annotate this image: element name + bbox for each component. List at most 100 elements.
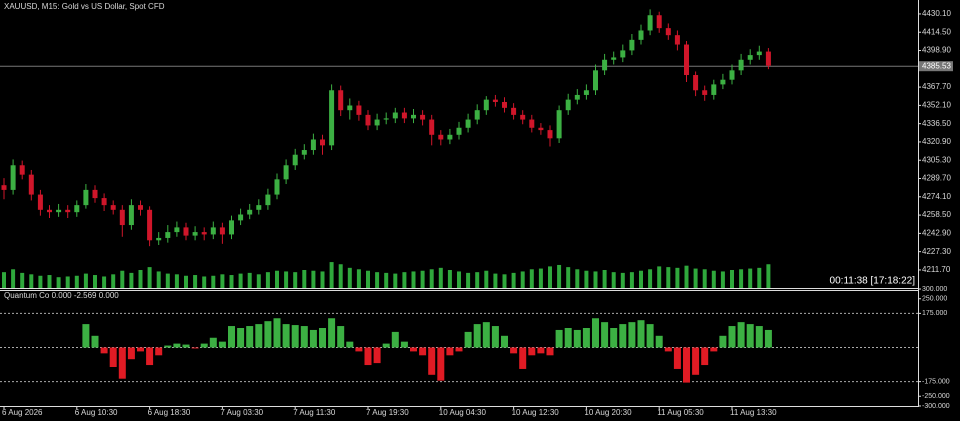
candle-body: [210, 227, 216, 235]
candle-body: [65, 209, 71, 213]
volume-bar: [620, 272, 625, 288]
volume-bar: [457, 271, 461, 288]
volume-bar: [120, 270, 125, 288]
y-tick-label: 4258.50: [922, 210, 951, 219]
histogram-bar: [282, 324, 290, 348]
candle-body: [356, 105, 362, 115]
y-tick-label: 4336.50: [922, 119, 951, 128]
volume-bar: [447, 270, 452, 288]
histogram-bar: [164, 345, 172, 348]
histogram-bar: [628, 322, 636, 348]
y-tick-label: 175.000: [922, 310, 947, 317]
candle-body: [101, 198, 107, 206]
x-tick-label: 10 Aug 04:30: [439, 408, 487, 417]
x-tick-label: 11 Aug 05:30: [657, 408, 704, 417]
histogram-bar: [746, 324, 754, 348]
candle-body: [392, 112, 398, 119]
volume-bar: [611, 272, 616, 288]
histogram-bar: [246, 326, 254, 348]
candle-body: [383, 118, 389, 120]
volume-bar: [693, 268, 698, 288]
histogram-bar: [582, 328, 590, 348]
volume-bar: [766, 264, 771, 288]
candle-body: [301, 150, 307, 155]
candle-body: [520, 114, 526, 120]
volume-bar: [684, 265, 689, 288]
candle-body: [119, 209, 125, 226]
candle-body: [556, 110, 562, 139]
histogram-bar: [692, 347, 700, 375]
candle-body: [310, 139, 316, 151]
volume-bar: [748, 268, 753, 288]
volume-bar: [366, 270, 370, 288]
candle-body: [256, 205, 262, 210]
histogram-bar: [673, 347, 681, 369]
candle-body: [265, 194, 271, 206]
histogram-bar: [573, 329, 581, 348]
candle-body: [674, 35, 680, 45]
timer: 00:11:38 [17:18:22]: [830, 276, 916, 287]
histogram-bar: [237, 328, 245, 348]
candle-body: [420, 114, 426, 120]
candle-body: [529, 119, 535, 128]
histogram-bar: [137, 347, 144, 352]
candle-body: [765, 51, 771, 66]
y-tick-label: -300.000: [922, 403, 950, 410]
candle-body: [238, 214, 244, 221]
candle-body: [374, 119, 380, 126]
volume-bar: [265, 272, 270, 288]
histogram-bar: [737, 322, 745, 348]
candle-body: [147, 209, 153, 241]
x-tick-label: 6 Aug 18:30: [148, 408, 191, 417]
candle-body: [738, 59, 744, 71]
volume-bar: [438, 267, 443, 288]
histogram-bar: [118, 347, 126, 379]
histogram-bar: [364, 347, 372, 366]
candle-body: [219, 227, 225, 235]
candle-body: [429, 119, 435, 135]
candle-body: [593, 70, 598, 91]
volume-bar: [629, 272, 634, 288]
histogram-bar: [755, 326, 763, 348]
histogram-bar: [209, 337, 217, 348]
volume-bar: [538, 268, 543, 288]
histogram-bar: [109, 347, 117, 367]
candle-body: [711, 84, 717, 95]
candle-body: [1, 185, 7, 190]
volume-bar: [47, 275, 52, 288]
candle-body: [329, 90, 335, 146]
volume-bar: [511, 272, 516, 288]
candle-body: [10, 165, 16, 190]
volume-bar: [83, 273, 88, 288]
histogram-bar: [82, 324, 90, 348]
histogram-bar: [546, 347, 554, 356]
volume-bar: [111, 274, 116, 288]
candle-body: [83, 189, 89, 206]
volume-bar: [174, 274, 179, 288]
volume-bar: [65, 276, 70, 288]
histogram-bar: [337, 326, 345, 348]
candle-body: [747, 55, 753, 60]
histogram-bar: [300, 326, 308, 348]
volume-bar: [575, 269, 580, 288]
histogram-bar: [173, 343, 181, 348]
histogram-bar: [683, 347, 690, 383]
histogram-bar: [410, 347, 417, 352]
y-tick-label: 4430.10: [922, 9, 951, 18]
y-tick-label: 300.000: [922, 286, 947, 293]
x-tick-label: 7 Aug 19:30: [366, 408, 409, 417]
candle-body: [629, 39, 635, 51]
histogram-bar: [482, 322, 490, 348]
y-tick-label: 4274.10: [922, 192, 951, 201]
volume-bar: [11, 269, 16, 288]
volume-bar: [220, 274, 225, 288]
histogram-bar: [291, 325, 299, 348]
volume-bar: [302, 270, 307, 288]
candle-body: [620, 50, 626, 58]
candle-body: [547, 130, 553, 139]
candle-body: [411, 114, 416, 119]
histogram-bar: [464, 331, 472, 348]
current-price-label: 4385.53: [922, 61, 951, 70]
histogram-bar: [701, 347, 709, 366]
